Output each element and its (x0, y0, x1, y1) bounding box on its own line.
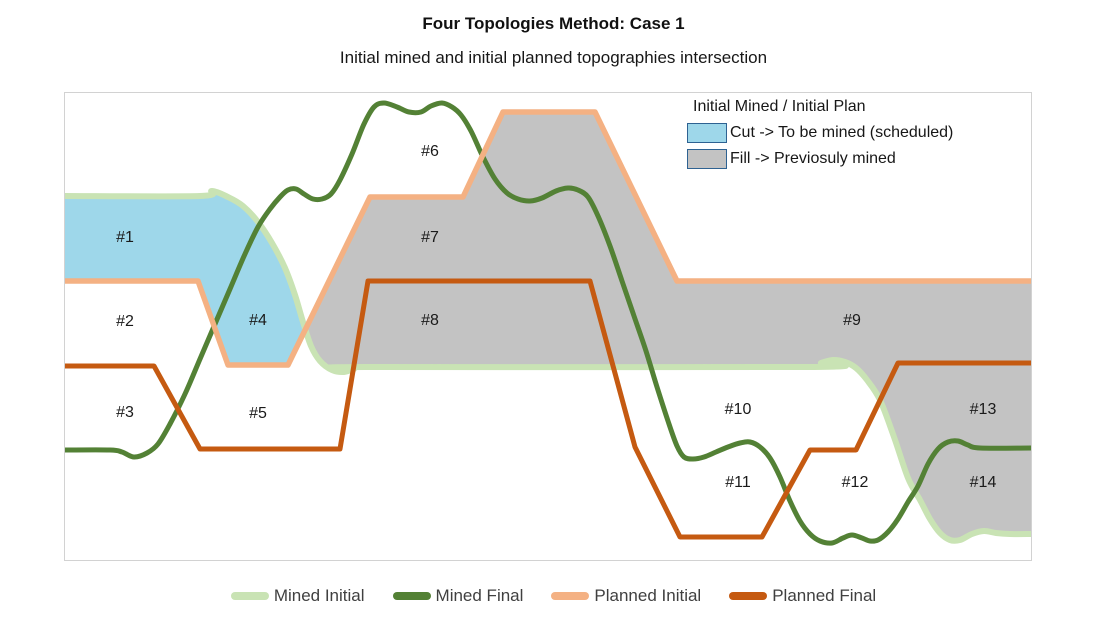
mined-final-label: Mined Final (435, 586, 524, 605)
mined-initial-line-swatch (230, 592, 269, 600)
region-label: #13 (970, 401, 997, 418)
planned-final-label: Planned Final (772, 586, 877, 605)
series-legend: Mined Initial Mined Final Planned Initia… (0, 586, 1107, 606)
plot-legend-title: Initial Mined / Initial Plan (693, 98, 866, 115)
mined-final-line-swatch (392, 592, 431, 600)
plot-legend: Initial Mined / Initial Plan Cut -> To b… (687, 98, 1027, 172)
cut-swatch (687, 123, 727, 143)
region-label: #1 (116, 229, 134, 246)
planned-initial-line (65, 109, 1031, 368)
fill-swatch (687, 149, 727, 169)
region-label: #12 (842, 474, 869, 491)
region-label: #11 (725, 474, 751, 491)
fill-label: Fill -> Previosuly mined (730, 150, 896, 167)
region-label: #8 (421, 312, 439, 329)
legend-item-planned-final: Planned Final (729, 586, 876, 606)
chart-title: Four Topologies Method: Case 1 (422, 14, 685, 33)
region-label: #7 (421, 229, 439, 246)
region-label: #2 (116, 313, 134, 330)
plot-area: #1 #2 #3 #4 #5 #6 #7 #8 #9 #10 #11 #12 #13 #14 Initia… (64, 92, 1032, 561)
region-label: #14 (970, 474, 997, 491)
region-label: #10 (725, 401, 752, 418)
fill-previously-mined-region (304, 112, 1031, 540)
mined-final-line (65, 100, 1031, 546)
planned-final-line (65, 278, 1031, 540)
legend-row-cut: Cut -> To be mined (scheduled) (687, 120, 1027, 146)
chart-subtitle: Initial mined and initial planned topogr… (339, 48, 768, 67)
region-label: #4 (249, 312, 267, 329)
region-label: #6 (421, 143, 439, 160)
planned-initial-line-swatch (551, 592, 590, 600)
legend-item-planned-initial: Planned Initial (551, 586, 701, 606)
mined-initial-line (65, 188, 1031, 544)
mined-initial-label: Mined Initial (273, 586, 365, 605)
legend-row-fill: Fill -> Previosuly mined (687, 146, 1027, 172)
cut-label: Cut -> To be mined (scheduled) (730, 124, 954, 141)
region-label: #3 (116, 404, 134, 421)
planned-initial-label: Planned Initial (594, 586, 702, 605)
topography-chart: #1 #2 #3 #4 #5 #6 #7 #8 #9 #10 #11 #12 #13 #14 (65, 100, 1031, 546)
region-label: #5 (249, 405, 267, 422)
legend-item-mined-final: Mined Final (392, 586, 524, 606)
planned-final-line-swatch (729, 592, 768, 600)
region-label: #9 (843, 312, 861, 329)
legend-item-mined-initial: Mined Initial (230, 586, 365, 606)
